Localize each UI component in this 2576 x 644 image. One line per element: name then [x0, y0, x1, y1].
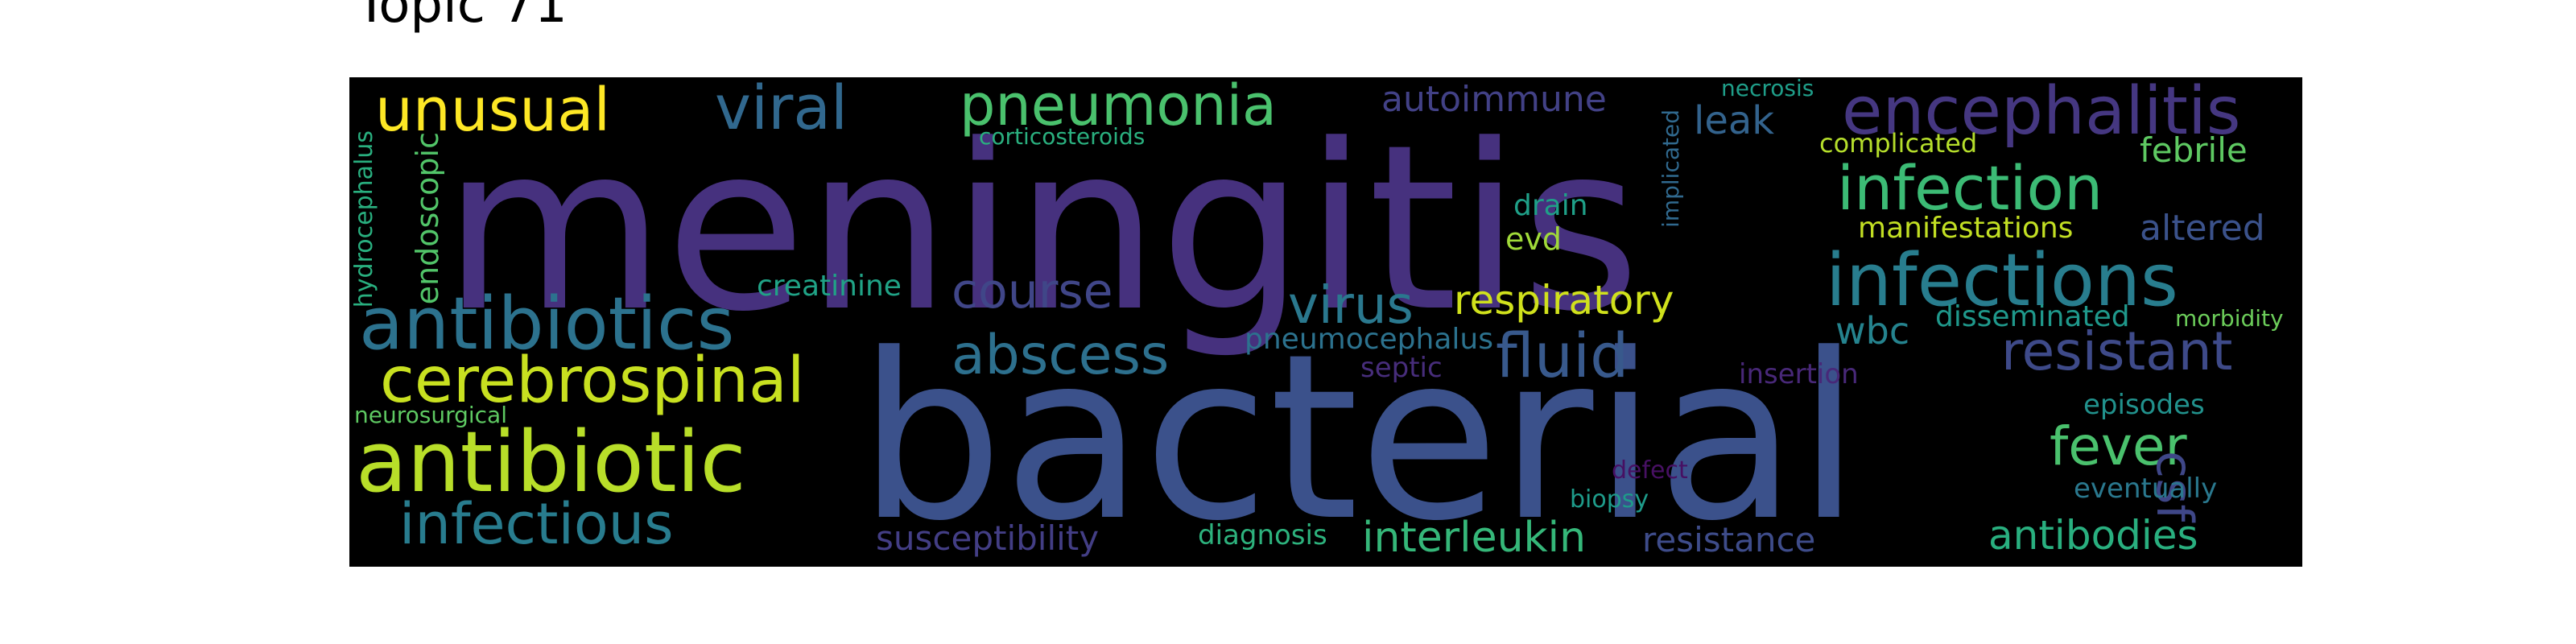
word-viral: viral	[715, 77, 848, 143]
word-antibodies: antibodies	[1988, 512, 2198, 559]
word-neurosurgical: neurosurgical	[354, 402, 507, 428]
word-bacterial: bacterial	[858, 304, 1861, 567]
word-hydrocephalus: hydrocephalus	[350, 130, 378, 308]
word-virus: virus	[1288, 276, 1414, 336]
word-fever: fever	[2050, 415, 2187, 477]
word-drain: drain	[1513, 189, 1588, 222]
word-biopsy: biopsy	[1570, 485, 1649, 514]
word-abscess: abscess	[952, 324, 1170, 387]
word-altered: altered	[2140, 208, 2265, 249]
word-leak: leak	[1694, 98, 1775, 143]
word-febrile: febrile	[2140, 130, 2248, 170]
word-morbidity: morbidity	[2175, 305, 2284, 332]
word-respiratory: respiratory	[1454, 277, 1674, 324]
word-complicated: complicated	[1819, 128, 1978, 159]
word-episodes: episodes	[2083, 389, 2205, 421]
word-necrosis: necrosis	[1721, 77, 1814, 101]
word-wbc: wbc	[1835, 309, 1910, 353]
word-cloud: meningitis bacterial antibiotic antibiot…	[349, 77, 2302, 567]
word-eventually: eventually	[2074, 473, 2218, 505]
word-unusual: unusual	[375, 77, 611, 145]
figure-title: Topic 71	[356, 0, 568, 35]
word-course: course	[952, 263, 1113, 320]
word-corticosteroids: corticosteroids	[979, 123, 1146, 150]
word-defect: defect	[1612, 456, 1688, 485]
word-pneumonia: pneumonia	[960, 77, 1277, 138]
word-manifestations: manifestations	[1858, 212, 2074, 245]
word-antibiotics: antibiotics	[359, 282, 735, 366]
word-interleukin: interleukin	[1362, 514, 1587, 562]
word-septic: septic	[1360, 352, 1443, 384]
word-endoscopic: endoscopic	[410, 132, 445, 305]
word-insertion: insertion	[1739, 358, 1859, 390]
word-meningitis: meningitis	[443, 95, 1641, 361]
word-diagnosis: diagnosis	[1198, 519, 1327, 551]
word-resistance: resistance	[1642, 520, 1816, 559]
word-infectious: infectious	[399, 491, 674, 557]
word-evd: evd	[1505, 221, 1562, 257]
word-implicated: implicated	[1657, 109, 1684, 228]
word-encephalitis: encephalitis	[1842, 77, 2241, 150]
word-infection: infection	[1837, 152, 2103, 224]
word-pneumocephalus: pneumocephalus	[1245, 323, 1493, 356]
word-fluid: fluid	[1496, 320, 1629, 391]
word-resistant: resistant	[2001, 320, 2233, 382]
word-antibiotic: antibiotic	[356, 413, 746, 511]
word-creatinine: creatinine	[757, 270, 902, 303]
word-infections: infections	[1826, 238, 2178, 323]
word-autoimmune: autoimmune	[1381, 79, 1607, 120]
word-disseminated: disseminated	[1935, 300, 2130, 333]
word-susceptibility: susceptibility	[876, 518, 1100, 558]
word-cerebrospinal: cerebrospinal	[380, 345, 805, 417]
